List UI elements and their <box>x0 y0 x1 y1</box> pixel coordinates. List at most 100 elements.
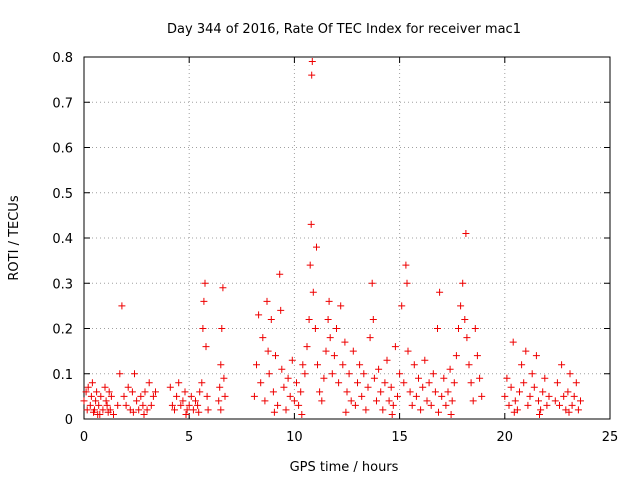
data-point <box>94 411 102 418</box>
data-point <box>406 388 414 396</box>
data-point <box>577 397 584 405</box>
data-point <box>450 379 458 387</box>
y-axis-label: ROTI / TECUs <box>7 195 22 280</box>
data-point <box>351 401 359 409</box>
data-point <box>264 347 272 355</box>
data-point <box>391 343 399 351</box>
data-point <box>308 71 316 79</box>
data-point <box>467 379 475 387</box>
data-point <box>524 401 532 409</box>
data-point <box>328 370 336 378</box>
data-point <box>201 279 209 287</box>
data-point <box>373 397 380 405</box>
data-point <box>537 406 545 414</box>
data-point <box>509 338 517 346</box>
y-tick-label: 0.1 <box>52 368 73 383</box>
data-point <box>277 306 285 314</box>
data-point <box>322 347 330 355</box>
data-point <box>198 379 206 387</box>
y-tick-label: 0 <box>65 413 73 428</box>
data-point <box>307 220 315 228</box>
data-point <box>330 352 338 360</box>
data-point <box>204 406 212 414</box>
data-point <box>385 397 393 405</box>
x-axis-label: GPS time / hours <box>290 460 399 475</box>
data-point <box>318 397 326 405</box>
data-point <box>415 374 422 382</box>
data-point <box>203 392 211 400</box>
data-point <box>530 383 538 391</box>
data-point <box>440 374 448 382</box>
data-point <box>278 365 286 373</box>
data-point <box>185 401 193 409</box>
y-tick-label: 0.2 <box>52 323 73 338</box>
data-point <box>189 406 197 414</box>
data-point <box>360 370 368 378</box>
data-point <box>282 406 290 414</box>
data-point <box>120 392 128 400</box>
data-point <box>326 334 334 342</box>
data-point <box>532 352 540 360</box>
data-point <box>103 401 111 409</box>
data-point <box>507 383 515 391</box>
x-tick-label: 15 <box>391 430 408 445</box>
data-point <box>423 397 431 405</box>
data-point <box>219 284 227 292</box>
data-point <box>528 370 536 378</box>
data-point <box>478 392 486 400</box>
data-point <box>465 361 473 369</box>
data-point <box>272 352 279 360</box>
data-point <box>347 397 355 405</box>
data-point <box>313 243 320 251</box>
data-point <box>288 356 296 364</box>
data-point <box>505 401 513 409</box>
data-point <box>187 392 195 400</box>
data-point <box>259 334 267 342</box>
data-point <box>93 388 101 396</box>
data-point <box>217 406 225 414</box>
y-tick-labels: 0 0.1 0.2 0.3 0.4 0.5 0.6 0.7 0.8 <box>52 51 73 428</box>
data-point <box>314 361 321 369</box>
data-point <box>131 370 138 378</box>
data-point <box>182 411 190 418</box>
data-point <box>118 302 126 310</box>
data-points <box>80 58 584 418</box>
data-point <box>356 361 364 369</box>
data-point <box>425 379 433 387</box>
data-point <box>253 361 260 369</box>
data-point <box>462 230 470 237</box>
data-point <box>442 401 450 409</box>
grid-lines <box>84 57 610 419</box>
data-point <box>286 392 294 400</box>
data-point <box>341 338 349 346</box>
data-point <box>90 408 97 416</box>
data-point <box>476 374 484 382</box>
data-point <box>362 406 370 414</box>
data-point <box>377 388 385 396</box>
data-point <box>152 388 159 396</box>
data-point <box>568 401 576 409</box>
data-point <box>541 374 549 382</box>
data-point <box>558 361 566 369</box>
data-point <box>345 370 353 378</box>
data-point <box>270 408 278 416</box>
data-point <box>104 408 112 416</box>
data-point <box>82 388 90 396</box>
data-point <box>86 401 94 409</box>
data-point <box>564 388 572 396</box>
data-point <box>316 388 324 396</box>
data-point <box>447 411 455 418</box>
data-point <box>269 388 277 396</box>
data-point <box>301 370 309 378</box>
data-point <box>503 374 511 382</box>
data-point <box>216 383 224 391</box>
data-point <box>572 379 580 387</box>
x-tick-labels: 0 5 10 15 20 25 <box>80 430 618 445</box>
x-tick-label: 20 <box>497 430 514 445</box>
data-point <box>535 397 542 405</box>
data-point <box>293 379 300 387</box>
data-point <box>116 370 124 378</box>
data-point <box>434 325 441 332</box>
data-point <box>333 325 340 332</box>
data-point <box>145 379 153 387</box>
